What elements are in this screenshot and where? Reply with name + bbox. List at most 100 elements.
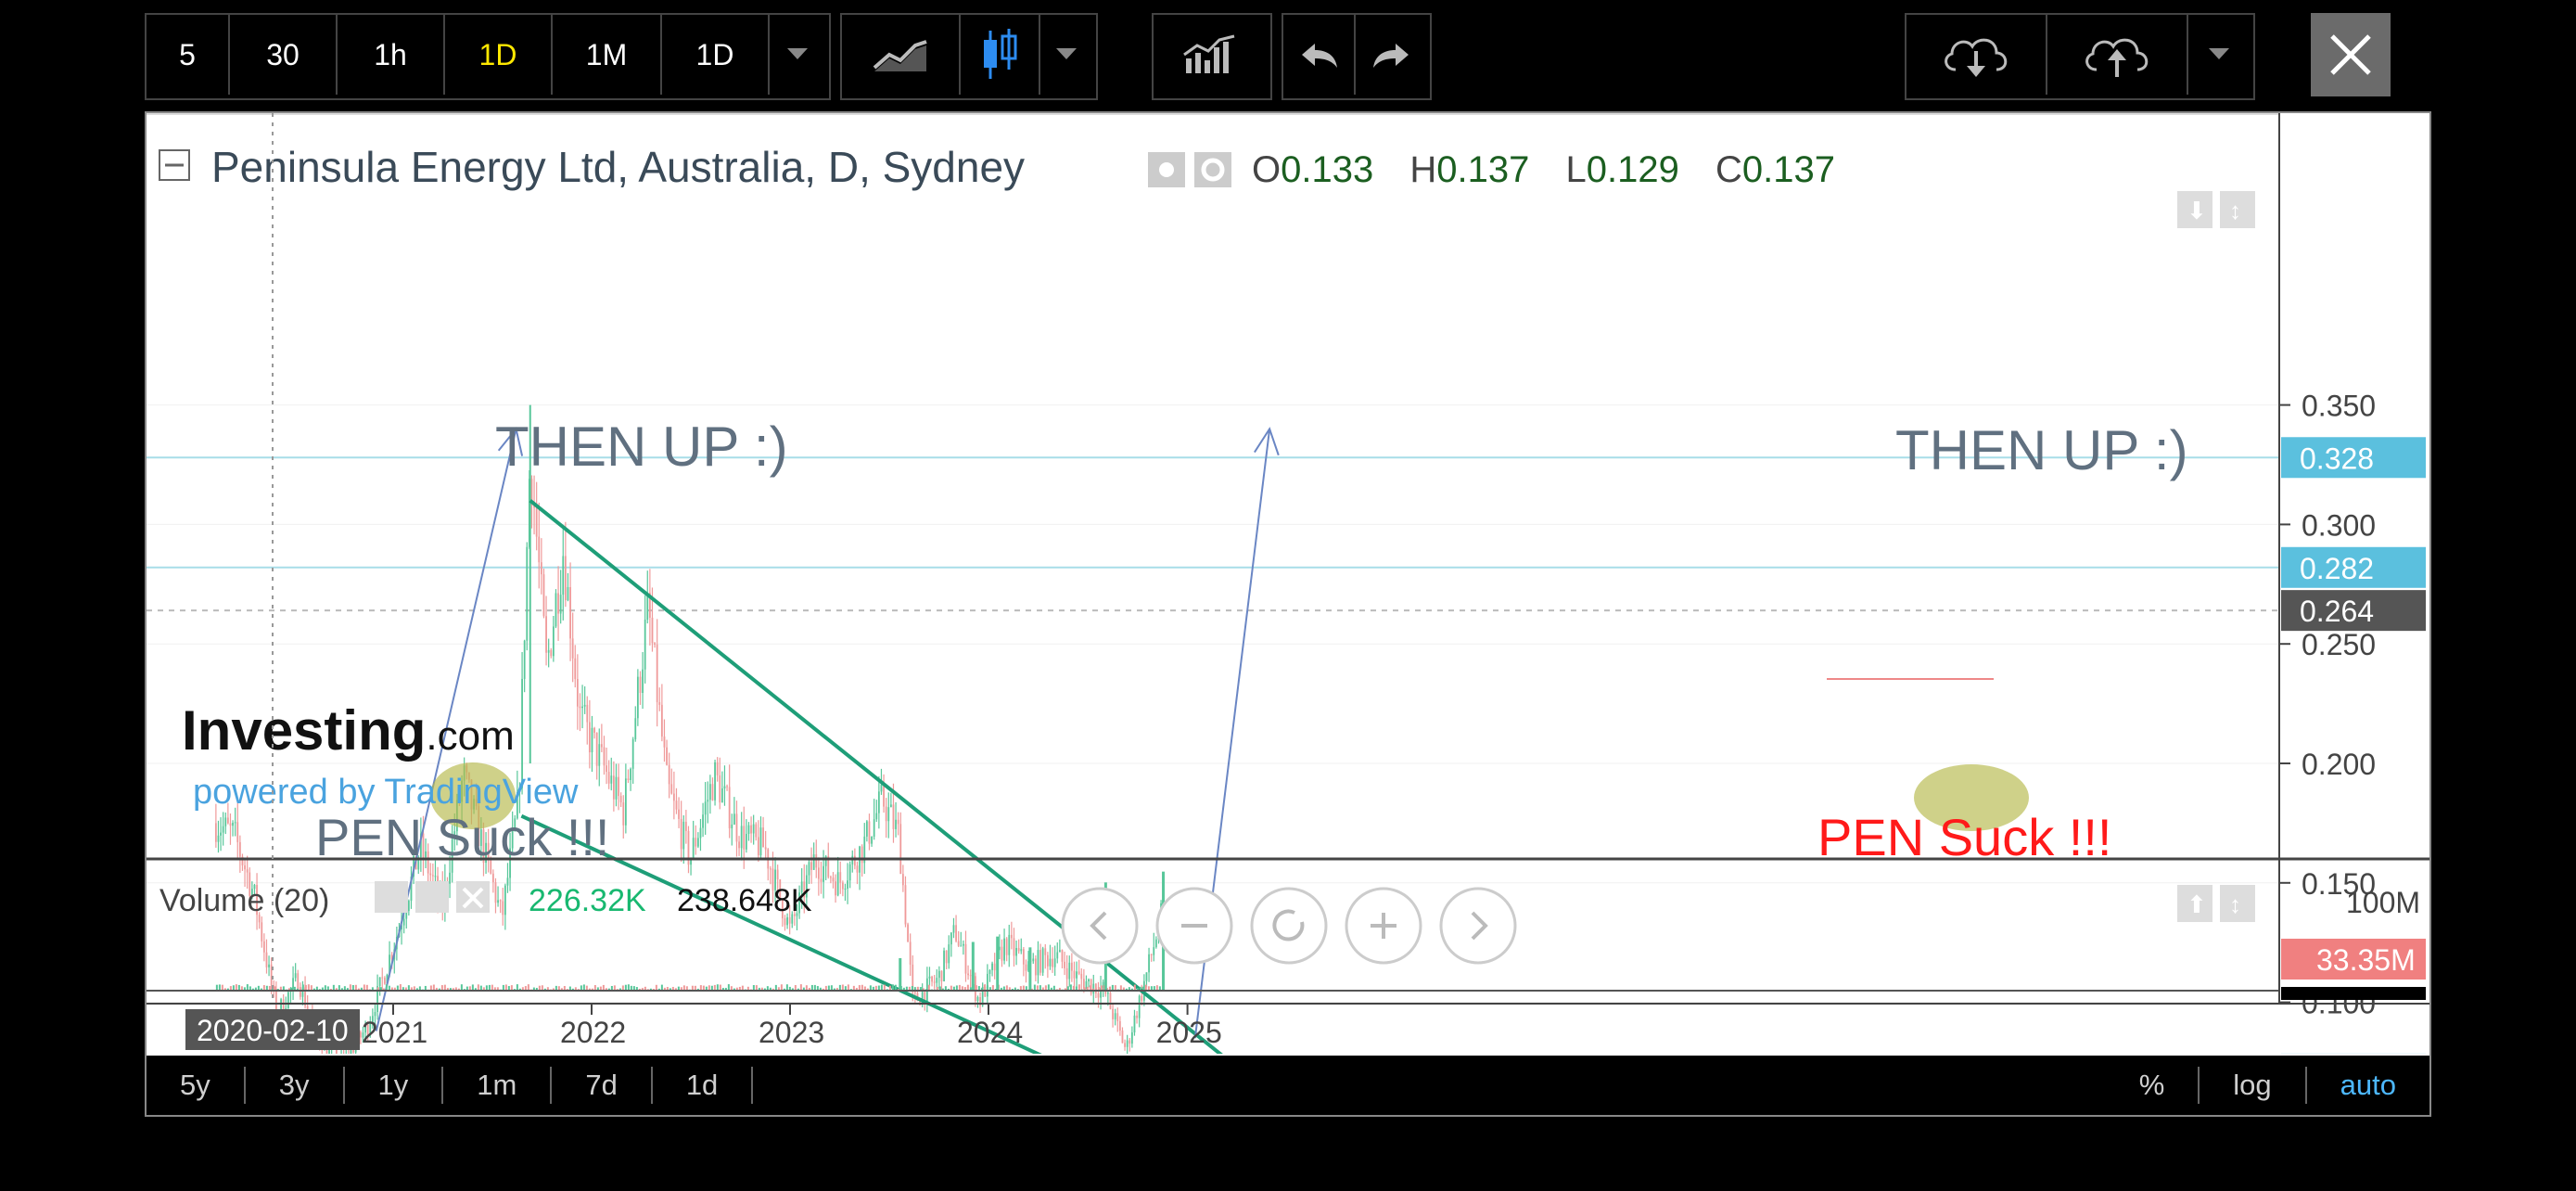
candle-body — [1106, 992, 1109, 994]
candle-body — [654, 643, 656, 645]
cloud-dropdown-button[interactable] — [2188, 15, 2250, 95]
volume-bar — [326, 986, 329, 991]
scale-updown-button[interactable] — [2220, 191, 2255, 228]
candle-body — [250, 889, 253, 896]
interval-30-button[interactable]: 30 — [230, 15, 338, 95]
redo-button[interactable] — [1356, 15, 1428, 95]
candle-body — [974, 976, 976, 1002]
candle-body — [912, 964, 914, 992]
scale-percent-button[interactable]: % — [2106, 1067, 2200, 1104]
price-tick-label: 0.150 — [2302, 867, 2376, 901]
volume-bar — [880, 984, 883, 991]
candle-body — [502, 901, 504, 916]
trendline-lower[interactable] — [520, 813, 1154, 1054]
line-chart-button[interactable] — [842, 15, 961, 95]
volume-bar — [883, 984, 886, 991]
candle-body — [823, 865, 824, 882]
candle-body — [644, 620, 646, 670]
volume-updown-button[interactable] — [2220, 885, 2255, 922]
candle-body — [497, 900, 499, 903]
volume-bar — [432, 984, 435, 991]
time-axis[interactable]: 2021 2022 2023 2024 2025 — [362, 1004, 1222, 1049]
volume-bar — [677, 986, 680, 991]
candle-body — [401, 925, 402, 930]
cloud-download-button[interactable] — [1906, 15, 2047, 95]
indicators-button[interactable] — [1154, 15, 1267, 95]
candlestick-button[interactable] — [961, 15, 1040, 95]
interval-1m-button[interactable]: 1M — [553, 15, 662, 95]
eye-pupil — [1159, 162, 1174, 177]
volume-bar — [351, 985, 354, 991]
volume-up-button[interactable] — [2177, 885, 2213, 922]
volume-gear-icon[interactable] — [415, 881, 449, 913]
candle-body — [419, 833, 422, 858]
volume-bar — [905, 986, 908, 991]
reset-button[interactable] — [1250, 887, 1328, 965]
interval-1d-button[interactable]: 1D — [445, 15, 553, 95]
volume-bar — [560, 988, 563, 991]
collapse-legend-button[interactable] — [159, 149, 190, 181]
range-7d-button[interactable]: 7d — [552, 1067, 653, 1104]
candle-body — [779, 879, 782, 900]
candle-body — [304, 987, 306, 1006]
volume-bar — [799, 984, 802, 991]
chart-type-dropdown-button[interactable] — [1040, 15, 1092, 95]
candle-body — [622, 802, 625, 826]
volume-bar — [399, 984, 402, 991]
volume-bar — [644, 986, 646, 991]
volume-bar — [858, 985, 861, 991]
scroll-left-button[interactable] — [1061, 887, 1139, 965]
volume-bar — [844, 986, 847, 991]
arrow-line-0[interactable] — [375, 429, 517, 1031]
candle-body — [434, 876, 437, 877]
scale-log-button[interactable]: log — [2200, 1067, 2307, 1104]
candle-body — [993, 963, 996, 971]
volume-bar — [632, 986, 635, 991]
interval-5-button[interactable]: 5 — [147, 15, 230, 95]
volume-bar — [274, 986, 276, 991]
range-3y-button[interactable]: 3y — [246, 1067, 345, 1104]
volume-bar — [591, 988, 593, 991]
candle-body — [618, 776, 619, 797]
volume-bar — [1158, 986, 1161, 991]
range-1y-button[interactable]: 1y — [345, 1067, 444, 1104]
candle-body — [921, 992, 924, 1005]
powered-by-tradingview[interactable]: powered by TradingView — [193, 773, 579, 812]
range-5y-button[interactable]: 5y — [147, 1067, 246, 1104]
volume-bar — [585, 985, 588, 991]
cloud-upload-button[interactable] — [2047, 15, 2188, 95]
candle-body — [383, 978, 386, 984]
scroll-right-button[interactable] — [1439, 887, 1517, 965]
trendline-upper[interactable] — [529, 499, 1237, 1054]
settings-gear-icon[interactable] — [1194, 152, 1231, 187]
chevron-down-icon — [1056, 48, 1077, 59]
interval-dropdown-button[interactable] — [770, 15, 825, 95]
volume-bar — [524, 986, 527, 991]
candle-body — [1013, 938, 1015, 956]
candle-body — [969, 975, 972, 977]
candle-body — [222, 826, 224, 833]
volume-bar — [1075, 986, 1078, 991]
undo-button[interactable] — [1283, 15, 1356, 95]
candle-body — [262, 941, 265, 953]
candle-body — [504, 885, 506, 916]
volume-bar — [407, 985, 410, 991]
range-1d-button[interactable]: 1d — [653, 1067, 754, 1104]
volume-bar — [354, 984, 357, 991]
scale-down-button[interactable] — [2177, 191, 2213, 228]
candle-body — [555, 593, 557, 627]
volume-eye-icon[interactable] — [375, 881, 408, 913]
volume-bar — [1030, 988, 1033, 991]
volume-last-label: 33.35M — [2316, 943, 2416, 977]
candle-body — [282, 999, 285, 1013]
chart-canvas[interactable]: THEN UP :) THEN UP :) PEN Suck !!! PEN S… — [147, 113, 2429, 1054]
interval-1d-alt-button[interactable]: 1D — [662, 15, 770, 95]
candle-body — [265, 952, 268, 967]
candle-body — [796, 913, 798, 916]
close-button[interactable] — [2311, 13, 2391, 96]
interval-1h-button[interactable]: 1h — [338, 15, 445, 95]
range-1m-button[interactable]: 1m — [443, 1067, 553, 1104]
volume-bar — [696, 988, 699, 991]
scale-auto-button[interactable]: auto — [2340, 1069, 2396, 1101]
